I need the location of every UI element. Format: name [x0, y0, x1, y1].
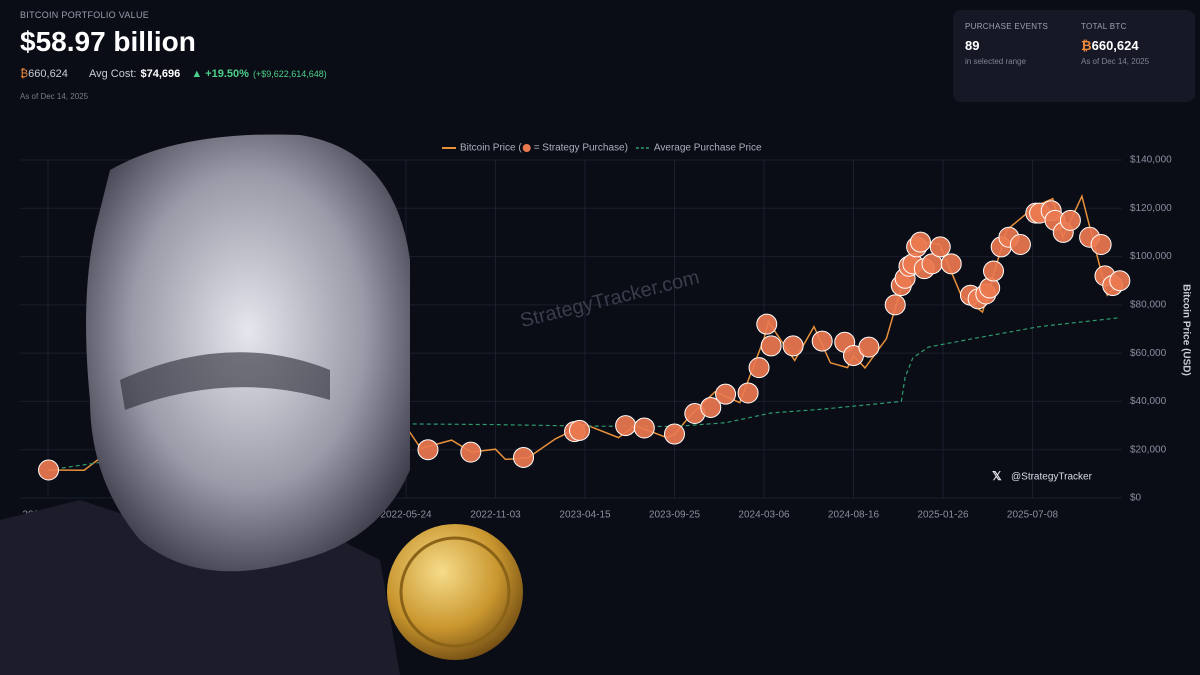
purchase-bubble: [569, 419, 591, 441]
change-abs: (+$9,622,614,648): [252, 69, 327, 79]
purchase-bubble: [811, 330, 833, 352]
legend-swatch: [522, 144, 531, 152]
x-tick-label: 2024-03-06: [738, 510, 790, 521]
purchase-bubble: [748, 357, 770, 379]
coin-rim: [399, 536, 511, 648]
purchase-bubble: [737, 382, 759, 404]
purchase-bubble: [417, 439, 439, 461]
btc-amount: 660,624: [1091, 38, 1139, 53]
purchase-bubble: [633, 417, 655, 439]
btc-symbol: ₿: [1081, 38, 1092, 53]
note: As of Dec 14, 2025: [1081, 57, 1150, 66]
x-tick-label: 2023-04-15: [559, 510, 611, 521]
y-tick-label: $120,000: [1130, 203, 1172, 214]
portrait-shade: [120, 352, 330, 410]
purchase-bubble: [615, 415, 637, 437]
value: ₿660,624: [1081, 38, 1149, 53]
purchase-bubble: [38, 459, 60, 481]
events-block: PURCHASE EVENTS 89 in selected range: [965, 22, 1048, 66]
purchase-bubble: [700, 396, 722, 418]
x-tick-label: 2024-08-16: [828, 510, 880, 521]
legend-label: Bitcoin Price (: [460, 143, 522, 154]
legend-label: Average Purchase Price: [654, 143, 762, 154]
coin: [387, 524, 523, 660]
x-tick-label: 2025-07-08: [1007, 510, 1059, 521]
purchase-bubble: [884, 294, 906, 316]
purchase-bubble: [664, 423, 685, 445]
purchase-bubble: [1109, 270, 1131, 292]
x-tick-label: 2022-05-24: [380, 510, 432, 521]
change-pct: +19.50%: [205, 68, 249, 80]
as-of: As of Dec 14, 2025: [20, 92, 89, 101]
btc-symbol: ₿: [20, 68, 29, 80]
purchase-bubble: [715, 383, 737, 405]
y-tick-label: $60,000: [1130, 348, 1167, 359]
purchase-bubble: [513, 446, 535, 468]
purchase-bubble: [460, 441, 482, 463]
portfolio-value: $58.97 billion: [20, 26, 196, 57]
avg-cost-label: Avg Cost:: [88, 68, 137, 80]
label: TOTAL BTC: [1081, 22, 1127, 31]
label: PURCHASE EVENTS: [965, 22, 1049, 31]
x-logo: 𝕏: [992, 469, 1002, 483]
y-tick-label: $140,000: [1130, 155, 1172, 166]
y-tick-label: $0: [1130, 493, 1142, 504]
label: BITCOIN PORTFOLIO VALUE: [20, 10, 150, 20]
y-tick-label: $40,000: [1130, 396, 1167, 407]
y-tick-label: $20,000: [1130, 444, 1167, 455]
avg-cost: $74,696: [140, 68, 181, 80]
purchase-bubble: [983, 260, 1005, 282]
y-axis-title: Bitcoin Price (USD): [1180, 284, 1191, 376]
value: 89: [965, 38, 980, 53]
purchase-bubble: [1059, 209, 1081, 231]
purchase-bubble: [782, 335, 804, 357]
x-tick-label: 2025-01-26: [917, 510, 969, 521]
purchase-bubble: [1009, 234, 1031, 255]
purchase-bubble: [929, 236, 951, 258]
handle: @StrategyTracker: [1011, 472, 1093, 483]
y-tick-label: $80,000: [1130, 299, 1167, 310]
purchase-bubble: [760, 335, 782, 357]
note: in selected range: [965, 57, 1026, 66]
purchase-bubble: [756, 313, 778, 335]
x-tick-label: 2023-09-25: [649, 510, 701, 521]
summary-card: PURCHASE EVENTS 89 in selected range TOT…: [953, 10, 1195, 102]
up-arrow: ▲: [191, 68, 203, 80]
portfolio-header: BITCOIN PORTFOLIO VALUE $58.97 billion ₿…: [20, 10, 335, 101]
purchase-bubble: [940, 253, 962, 275]
purchase-bubble: [909, 231, 931, 253]
x-tick-label: 2022-11-03: [470, 510, 521, 521]
btc-block: TOTAL BTC ₿660,624 As of Dec 14, 2025: [1081, 22, 1149, 66]
btc-amount: 660,624: [28, 68, 68, 80]
y-tick-label: $100,000: [1130, 251, 1172, 262]
stats-row: ₿660,624 Avg Cost: $74,696 ▲ +19.50% (+$9,6…: [20, 68, 335, 80]
photo-overlay: [0, 134, 523, 675]
purchase-bubble: [1090, 234, 1112, 255]
legend-label: = Strategy Purchase): [534, 143, 628, 154]
purchase-bubble: [858, 336, 880, 358]
